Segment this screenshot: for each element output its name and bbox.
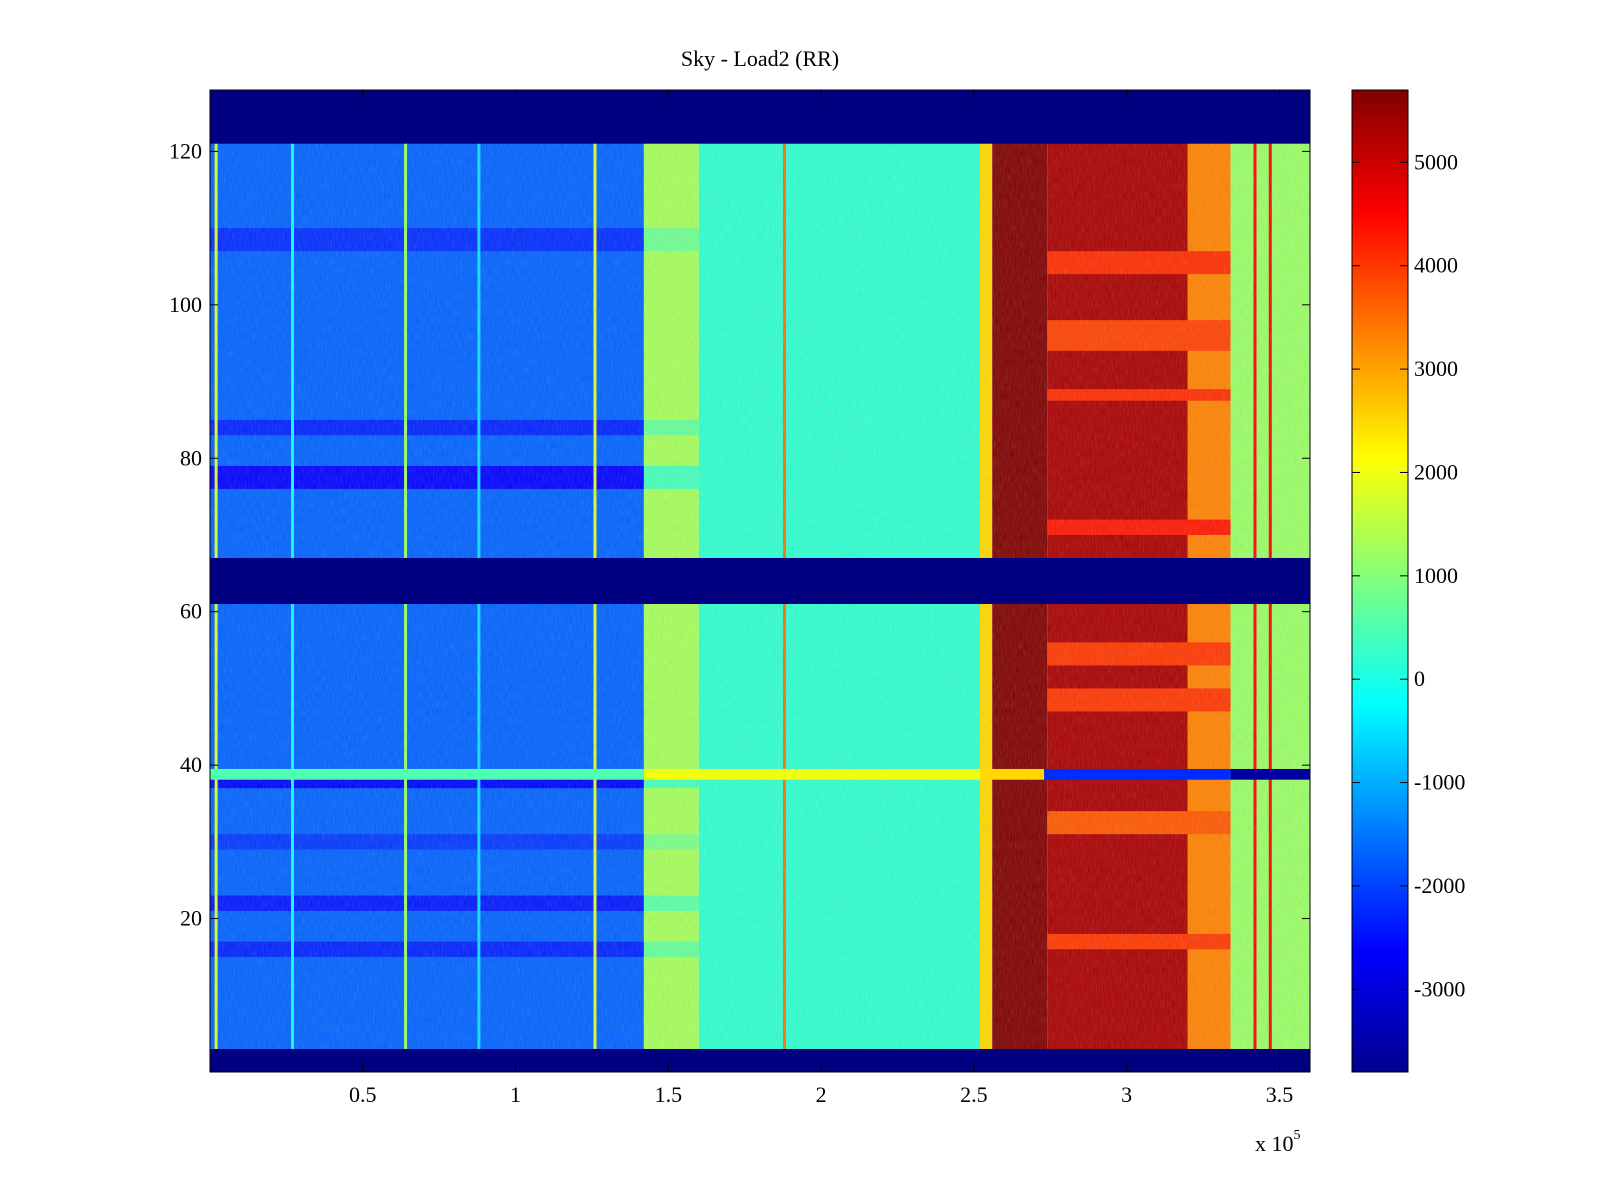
colorbar-tick-label: 5000: [1414, 149, 1458, 174]
heatmap-anomaly-row: [1044, 768, 1231, 780]
heatmap-anomaly-row: [1230, 768, 1310, 780]
colorbar-tick-label: 4000: [1414, 253, 1458, 278]
x-tick-label: 1: [510, 1082, 521, 1107]
colorbar-tick-label: 2000: [1414, 459, 1458, 484]
plot-area: [209, 89, 1311, 1073]
heatmap-anomaly-row: [643, 768, 980, 780]
y-axis: 20 40 60 80 100 120: [169, 138, 1310, 931]
colorbar-tick-label: 1000: [1414, 563, 1458, 588]
chart-title: Sky - Load2 (RR): [681, 46, 839, 71]
colorbar-tick-label: 3000: [1414, 356, 1458, 381]
x-tick-label: 3.5: [1266, 1082, 1294, 1107]
y-tick-label: 20: [180, 906, 202, 931]
x-tick-label: 2.5: [960, 1082, 988, 1107]
heatmap-anomaly-row: [980, 768, 1045, 780]
y-tick-label: 40: [180, 752, 202, 777]
colorbar-tick-label: -1000: [1414, 770, 1465, 795]
plot-frame: [209, 89, 1311, 1073]
heatmap-masked-band: [210, 557, 1310, 605]
colorbar-tick-label: -2000: [1414, 873, 1465, 898]
x-tick-label: 1.5: [655, 1082, 683, 1107]
y-tick-label: 60: [180, 599, 202, 624]
colorbar-tick-label: 0: [1414, 666, 1425, 691]
y-tick-label: 80: [180, 445, 202, 470]
y-tick-label: 100: [169, 292, 202, 317]
x-axis: 0.5 1 1.5 2 2.5 3 3.5: [349, 90, 1293, 1107]
colorbar-gradient: [1351, 89, 1409, 1073]
x-tick-label: 2: [816, 1082, 827, 1107]
x-axis-exponent: x 105: [1255, 1128, 1301, 1156]
x-tick-label: 0.5: [349, 1082, 377, 1107]
colorbar-tick-label: -3000: [1414, 976, 1465, 1001]
x-tick-label: 3: [1121, 1082, 1132, 1107]
heatmap-masked-band: [210, 90, 1310, 144]
heatmap-anomaly-row: [210, 768, 644, 780]
heatmap-masked-band: [210, 1048, 1310, 1072]
y-tick-label: 120: [169, 138, 202, 163]
colorbar: 5000 4000 3000 2000 1000 0 -1000 -2000 -3000: [1351, 89, 1465, 1073]
